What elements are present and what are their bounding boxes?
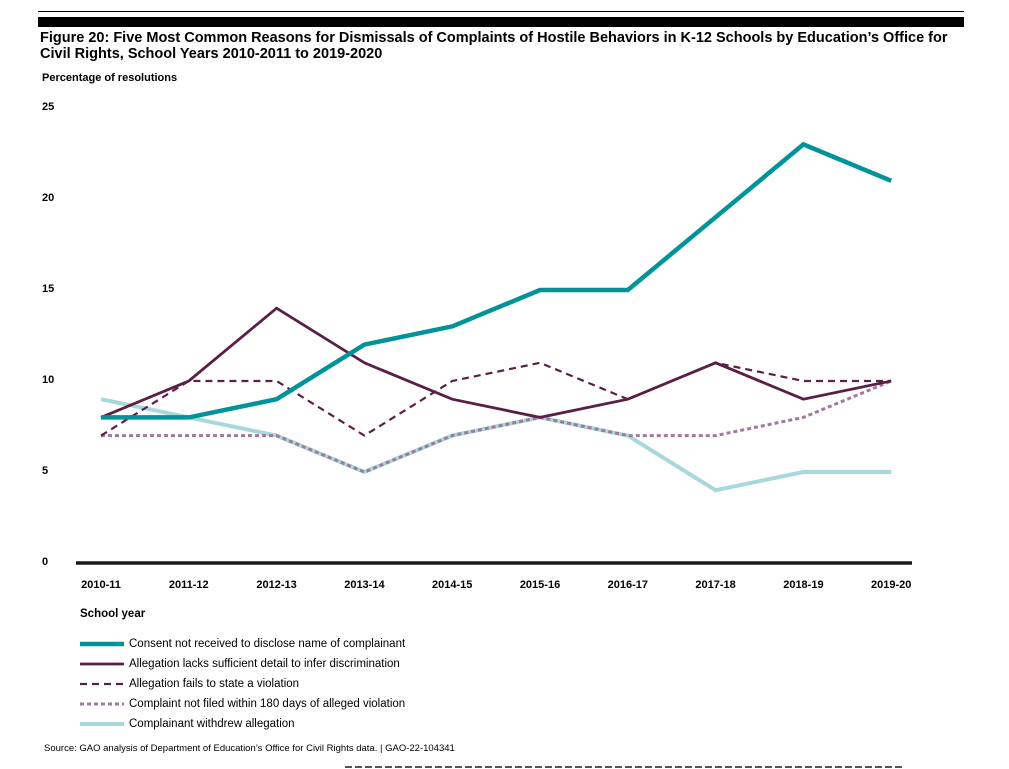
y-tick-label: 10 [42, 374, 55, 386]
legend-label: Consent not received to disclose name of… [129, 638, 406, 650]
legend-item: Complaint not filed within 180 days of a… [80, 696, 405, 712]
legend-label: Complainant withdrew allegation [129, 718, 295, 730]
x-tick-label: 2010-11 [81, 579, 121, 591]
figure-title: Figure 20: Five Most Common Reasons for … [40, 30, 948, 62]
legend-label: Allegation lacks sufficient detail to in… [129, 658, 400, 670]
legend-swatch [80, 641, 124, 647]
series-line-complainant-withdrew-allegation [100, 397, 892, 493]
y-tick-label: 5 [42, 465, 49, 477]
x-tick-label: 2014-15 [432, 579, 473, 591]
x-tick-label: 2016-17 [607, 579, 648, 591]
series-line-consent-not-received-to-disclose-name-of-complainant [101, 141, 893, 420]
x-tick-label: 2012-13 [256, 579, 297, 591]
y-tick-label: 25 [42, 101, 55, 113]
x-tick-label: 2019-20 [871, 579, 912, 591]
legend-swatch [80, 682, 124, 686]
source-note: Source: GAO analysis of Department of Ed… [44, 743, 455, 754]
legend-item: Consent not received to disclose name of… [80, 636, 405, 652]
legend-label: Allegation fails to state a violation [129, 678, 300, 690]
x-tick-label: 2018-19 [783, 579, 824, 591]
y-axis-label: Percentage of resolutions [42, 72, 178, 84]
header-bar [38, 17, 964, 27]
x-axis-title: School year [80, 608, 146, 620]
x-tick-label: 2017-18 [695, 579, 736, 591]
legend-swatch [80, 662, 124, 666]
y-tick-label: 20 [42, 192, 55, 204]
series-line-allegation-lacks-sufficient-detail-to-infer-discrimination [100, 306, 892, 419]
x-tick-label: 2015-16 [519, 579, 561, 591]
top-rule [38, 11, 964, 12]
legend-item: Complainant withdrew allegation [80, 716, 295, 732]
legend-item: Allegation lacks sufficient detail to in… [80, 656, 400, 672]
legend-swatch [80, 722, 124, 726]
legend-swatch [80, 702, 124, 706]
y-tick-label: 15 [42, 283, 55, 295]
y-tick-label: 0 [42, 556, 49, 568]
legend-item: Allegation fails to state a violation [80, 676, 299, 692]
legend-label: Complaint not filed within 180 days of a… [129, 698, 406, 710]
series-line-allegation-fails-to-state-a-violation [100, 361, 892, 437]
cut-off-text-fragment [345, 762, 905, 769]
x-tick-label: 2011-12 [168, 579, 209, 591]
x-tick-label: 2013-14 [344, 579, 385, 591]
